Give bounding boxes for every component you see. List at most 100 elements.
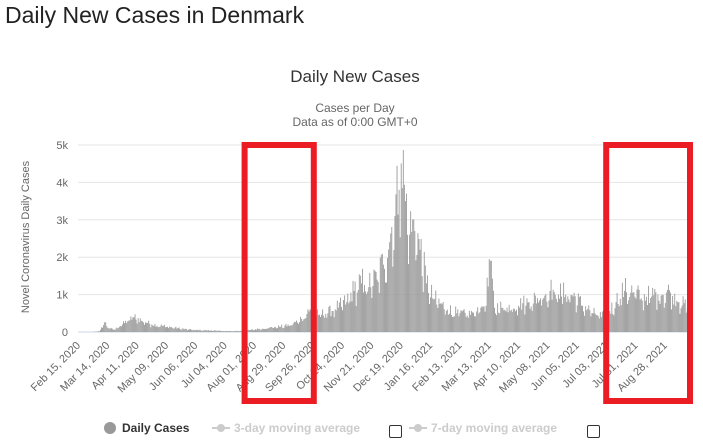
bar: [385, 282, 386, 332]
bar: [532, 303, 534, 332]
bar: [618, 306, 620, 332]
bar: [582, 305, 583, 332]
bar: [488, 259, 490, 332]
bar: [307, 309, 309, 332]
bar: [347, 293, 349, 332]
bar: [103, 325, 105, 332]
bar: [434, 298, 436, 332]
bar: [171, 327, 173, 332]
bar: [681, 305, 683, 332]
bar: [591, 313, 593, 332]
checkbox-3-day-average[interactable]: [389, 425, 402, 438]
legend: Daily Cases 3-day moving average 7-day m…: [0, 418, 703, 440]
bar: [487, 286, 489, 332]
legend-item-daily-cases[interactable]: Daily Cases: [104, 420, 189, 436]
bar: [127, 321, 129, 332]
bar: [108, 328, 110, 332]
bar: [671, 309, 673, 332]
bar: [332, 310, 334, 332]
bar: [654, 288, 656, 332]
bar: [176, 328, 178, 332]
bar: [388, 249, 390, 332]
checkbox-7-day-average[interactable]: [587, 425, 600, 438]
bar: [507, 312, 509, 332]
bar: [541, 305, 543, 332]
bar: [460, 310, 462, 332]
bar: [387, 257, 389, 332]
bar: [98, 331, 100, 332]
bar: [111, 328, 113, 332]
bar: [617, 304, 619, 332]
bar: [472, 312, 473, 332]
bar: [577, 293, 579, 332]
bar: [380, 254, 382, 332]
bar: [107, 327, 109, 332]
bar: [601, 311, 603, 332]
bar: [372, 286, 374, 332]
bar: [553, 291, 555, 332]
bar: [363, 292, 364, 332]
bar: [272, 327, 274, 332]
bar: [102, 327, 103, 332]
bar: [169, 326, 171, 332]
bar: [104, 322, 106, 332]
bar: [561, 296, 562, 332]
bar: [378, 292, 380, 332]
bar: [408, 264, 409, 332]
bar: [398, 189, 400, 332]
bar: [613, 315, 615, 332]
bar: [292, 323, 294, 332]
bar: [206, 330, 208, 332]
bar: [637, 285, 639, 332]
bar: [531, 310, 533, 332]
bar: [139, 318, 141, 332]
bar: [630, 292, 632, 332]
bar: [299, 322, 301, 332]
bar: [136, 323, 138, 332]
bar: [670, 292, 671, 332]
bar: [367, 291, 369, 332]
bar: [657, 294, 659, 332]
bar: [129, 320, 131, 332]
bar: [130, 316, 132, 332]
bar: [167, 326, 168, 332]
bar: [145, 322, 146, 332]
bar: [514, 311, 516, 332]
bar: [504, 309, 506, 332]
page-title: Daily New Cases in Denmark: [5, 2, 305, 28]
bar: [359, 275, 361, 332]
bar: [426, 275, 428, 332]
bar: [122, 324, 123, 332]
bar: [330, 316, 332, 332]
bar: [627, 303, 629, 332]
bar: [222, 331, 224, 332]
bar: [262, 328, 264, 332]
bar: [225, 330, 227, 332]
bar: [479, 312, 481, 332]
bar: [677, 302, 679, 332]
bar: [611, 302, 613, 332]
bar: [353, 290, 355, 332]
legend-item-3-day-average[interactable]: 3-day moving average: [212, 420, 360, 436]
bar: [254, 330, 255, 332]
bar: [412, 219, 414, 332]
bar: [626, 292, 627, 332]
bar: [451, 315, 452, 332]
bar: [276, 328, 277, 332]
bar: [402, 150, 404, 332]
bar: [476, 311, 478, 332]
y-axis-title: Novel Coronavirus Daily Cases: [20, 160, 32, 313]
bar: [484, 311, 486, 332]
bar: [419, 249, 421, 332]
bar: [436, 304, 438, 332]
bar: [117, 327, 119, 332]
bar: [370, 287, 372, 332]
bar: [685, 312, 687, 332]
legend-item-7-day-average[interactable]: 7-day moving average: [409, 420, 557, 436]
bar: [555, 298, 557, 332]
bar: [324, 317, 326, 332]
bar: [551, 299, 553, 332]
bar: [678, 302, 680, 332]
